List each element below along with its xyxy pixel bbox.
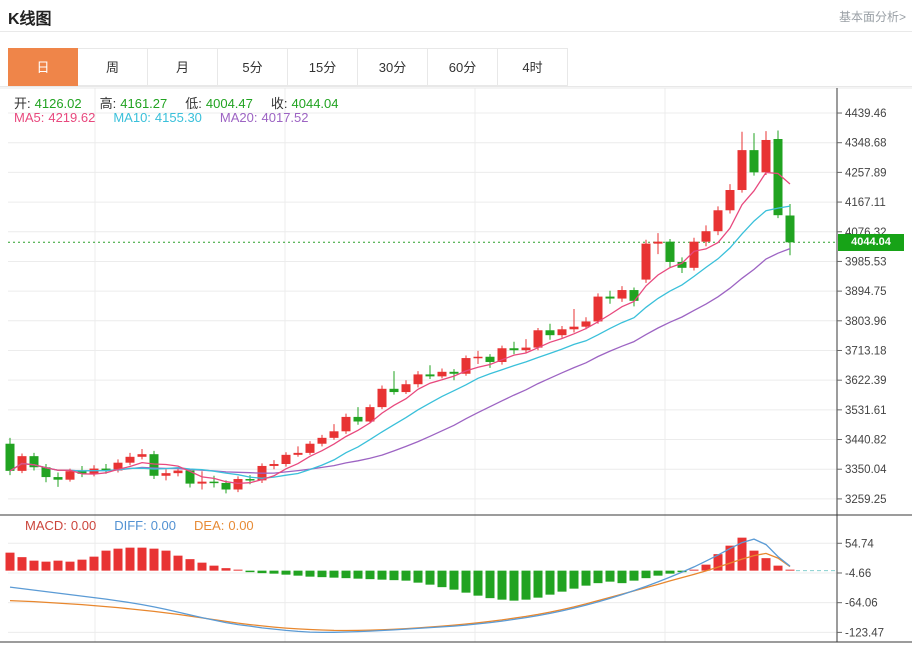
tab-day[interactable]: 日 — [8, 48, 78, 86]
legend-item: 开: 4126.02 — [14, 96, 82, 111]
svg-text:-123.47: -123.47 — [845, 627, 884, 639]
page-title: K线图 — [8, 11, 52, 28]
svg-text:4348.68: 4348.68 — [845, 138, 887, 150]
legend-item: MA10: 4155.30 — [113, 110, 202, 125]
svg-text:3803.96: 3803.96 — [845, 316, 887, 328]
svg-text:3622.39: 3622.39 — [845, 375, 887, 387]
tab-5min[interactable]: 5分 — [218, 48, 288, 86]
svg-text:-64.06: -64.06 — [845, 598, 878, 610]
tab-60min[interactable]: 60分 — [428, 48, 498, 86]
tab-week[interactable]: 周 — [78, 48, 148, 86]
tab-15min[interactable]: 15分 — [288, 48, 358, 86]
svg-text:3713.18: 3713.18 — [845, 345, 887, 357]
tab-month[interactable]: 月 — [148, 48, 218, 86]
legend-item: 收: 4044.04 — [270, 96, 339, 111]
svg-text:3440.82: 3440.82 — [845, 435, 887, 447]
svg-text:4167.11: 4167.11 — [845, 197, 886, 209]
legend-item: MA5: 4219.62 — [14, 110, 96, 125]
fundamental-analysis-link[interactable]: 基本面分析> — [838, 10, 906, 24]
svg-text:3894.75: 3894.75 — [845, 286, 887, 298]
svg-text:4257.89: 4257.89 — [845, 167, 887, 179]
svg-text:54.74: 54.74 — [845, 538, 874, 550]
legend-item: MA20: 4017.52 — [219, 110, 309, 125]
svg-text:-4.66: -4.66 — [845, 568, 871, 580]
ma10-line — [9, 205, 791, 479]
legend-item: 低: 4004.47 — [185, 96, 253, 111]
legend-item: MACD: 0.00 — [25, 518, 97, 533]
macd-histogram — [5, 537, 795, 601]
ohlc-legend: 开: 4126.02 高: 4161.27 低: 4004.47 收: 4044.04 — [14, 93, 357, 112]
legend-item: DEA: 0.00 — [194, 518, 254, 533]
tab-4hour[interactable]: 4时 — [498, 48, 568, 86]
legend-item: 高: 4161.27 — [99, 96, 168, 111]
svg-text:3259.25: 3259.25 — [845, 494, 887, 506]
legend-item: DIFF: 0.00 — [114, 518, 177, 533]
svg-text:4439.46: 4439.46 — [845, 108, 887, 120]
diff-line — [9, 538, 791, 634]
svg-text:3531.61: 3531.61 — [845, 405, 887, 417]
title-divider — [0, 31, 912, 32]
tab-30min[interactable]: 30分 — [358, 48, 428, 86]
y-axis-labels: 4439.464348.684257.894167.114076.323985.… — [837, 108, 887, 639]
last-price-badge: 4044.04 — [838, 234, 904, 251]
svg-text:3350.04: 3350.04 — [845, 464, 887, 476]
candles-layer — [5, 130, 795, 494]
ma5-line — [9, 171, 791, 485]
timeframe-tabbar: 日周月 5分 15分 30分 60分 4时 — [8, 48, 568, 86]
macd-legend: MACD: 0.00 DIFF: 0.00 DEA: 0.00 — [25, 518, 272, 533]
panel-frame — [0, 87, 912, 643]
tabbar-underline — [0, 86, 912, 87]
ma-legend: MA5: 4219.62 MA10: 4155.30 MA20: 4017.52 — [14, 110, 327, 125]
svg-text:3985.53: 3985.53 — [845, 256, 887, 268]
